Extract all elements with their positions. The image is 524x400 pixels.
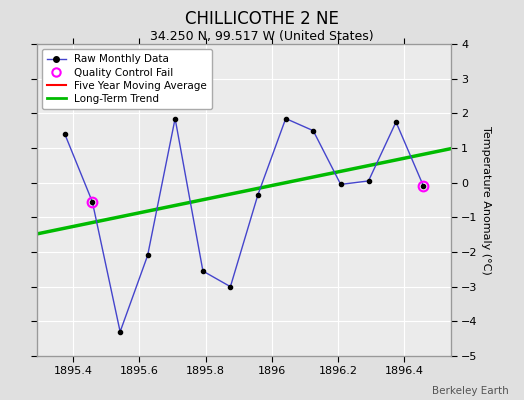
- Text: CHILLICOTHE 2 NE: CHILLICOTHE 2 NE: [185, 10, 339, 28]
- Legend: Raw Monthly Data, Quality Control Fail, Five Year Moving Average, Long-Term Tren: Raw Monthly Data, Quality Control Fail, …: [42, 49, 212, 109]
- Y-axis label: Temperature Anomaly (°C): Temperature Anomaly (°C): [482, 126, 492, 274]
- Text: Berkeley Earth: Berkeley Earth: [432, 386, 508, 396]
- Text: 34.250 N, 99.517 W (United States): 34.250 N, 99.517 W (United States): [150, 30, 374, 43]
